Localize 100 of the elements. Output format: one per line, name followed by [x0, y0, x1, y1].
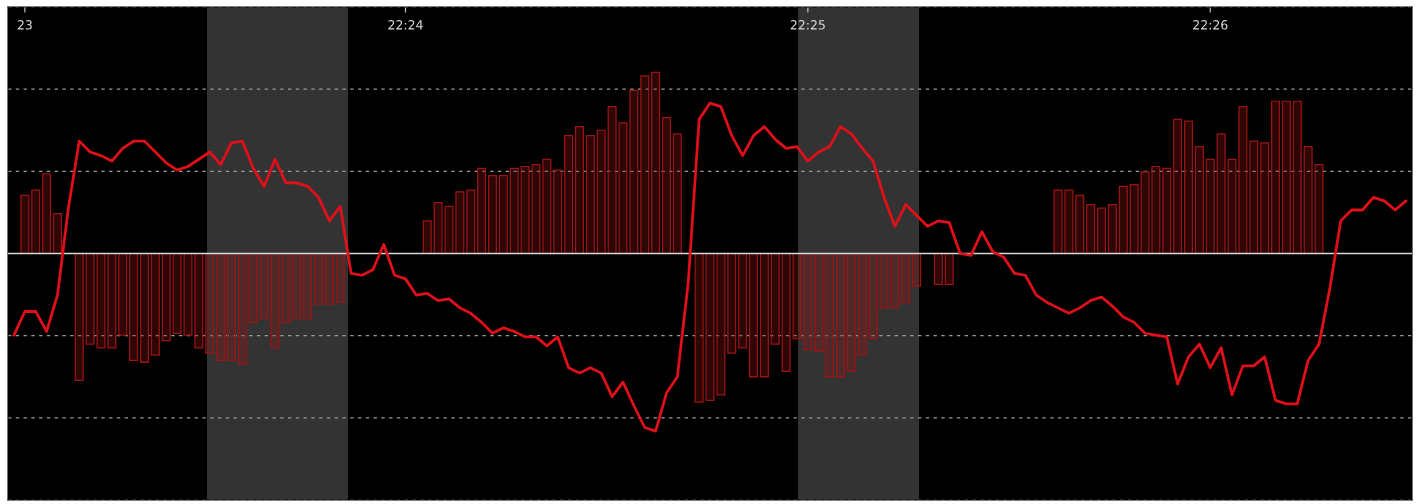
bar: [1270, 100, 1281, 255]
bar: [716, 252, 726, 396]
bar: [825, 252, 835, 378]
bar: [270, 252, 280, 349]
bar: [1162, 167, 1172, 255]
bar: [1260, 142, 1270, 255]
bar: [183, 252, 193, 336]
bar: [1194, 145, 1204, 255]
bar: [129, 252, 139, 362]
bar: [640, 75, 650, 255]
bar: [846, 252, 856, 372]
bar: [1281, 100, 1291, 255]
bar: [781, 252, 791, 372]
bar: [226, 252, 237, 362]
bar: [574, 125, 585, 255]
bar: [444, 205, 454, 255]
bar: [672, 133, 682, 255]
bar: [1140, 171, 1150, 255]
bar: [477, 167, 487, 255]
bar: [509, 167, 519, 255]
bar: [607, 106, 617, 255]
bar: [933, 252, 943, 285]
x-tick-label: 22:26: [1193, 20, 1228, 30]
bar: [868, 252, 878, 340]
bar: [1096, 207, 1107, 255]
bar: [216, 252, 226, 362]
bar: [835, 252, 846, 378]
bar: [770, 252, 780, 345]
bar: [303, 252, 313, 320]
bar: [466, 189, 476, 255]
bar: [74, 252, 84, 381]
bar: [20, 194, 30, 255]
bar: [1314, 164, 1324, 255]
bar: [455, 191, 465, 255]
bar: [335, 252, 345, 304]
bar: [1151, 165, 1161, 255]
bar: [531, 164, 541, 255]
bar: [901, 252, 911, 304]
bar: [1183, 120, 1194, 255]
bar: [629, 89, 639, 255]
bar: [1064, 189, 1074, 255]
bar: [553, 169, 563, 255]
x-tick-label: 22:25: [790, 20, 825, 30]
bar: [1216, 133, 1226, 255]
bar: [912, 252, 922, 287]
bar: [1227, 158, 1237, 255]
bar: [1053, 189, 1063, 255]
bar: [31, 189, 41, 255]
bar: [759, 252, 769, 378]
bar: [42, 173, 52, 255]
bar: [857, 252, 867, 356]
bar: [748, 252, 759, 378]
bar: [618, 122, 628, 255]
bar: [1303, 145, 1313, 255]
bar: [237, 252, 247, 365]
bar: [1249, 140, 1259, 255]
bar: [542, 158, 552, 255]
bar: [1173, 118, 1183, 255]
bar: [498, 174, 508, 255]
bar: [564, 135, 574, 255]
bar: [96, 252, 106, 349]
bar: [487, 174, 498, 255]
bar: [1086, 203, 1096, 255]
bar: [118, 252, 128, 336]
bar: [585, 135, 595, 255]
bar: [172, 252, 182, 334]
bar: [1075, 194, 1085, 255]
bar: [596, 129, 606, 255]
bar: [694, 252, 704, 403]
bar: [1107, 203, 1117, 255]
bar: [1129, 183, 1139, 255]
bar: [1238, 106, 1248, 255]
bar: [814, 252, 824, 352]
bar: [107, 252, 117, 349]
bar: [139, 252, 150, 363]
bar: [422, 220, 432, 255]
bar: [661, 116, 672, 255]
bar: [520, 165, 530, 255]
bar: [85, 252, 95, 345]
bar: [651, 71, 661, 255]
bar: [52, 212, 63, 255]
bar: [803, 252, 813, 351]
x-tick-label: 23: [17, 20, 32, 30]
bar: [194, 252, 204, 349]
bar: [324, 252, 334, 305]
bar: [890, 252, 900, 309]
bar: [281, 252, 291, 323]
x-tick-label: 22:24: [388, 20, 423, 30]
bar: [705, 252, 715, 401]
bar: [248, 252, 258, 323]
bar: [1205, 158, 1215, 255]
bar: [259, 252, 269, 320]
bar: [161, 252, 171, 342]
bar: [1292, 100, 1302, 255]
bar: [792, 252, 802, 340]
bar: [944, 252, 954, 285]
bar: [738, 252, 748, 349]
bar: [1118, 185, 1128, 255]
bar: [433, 202, 443, 255]
bar: [313, 252, 324, 305]
